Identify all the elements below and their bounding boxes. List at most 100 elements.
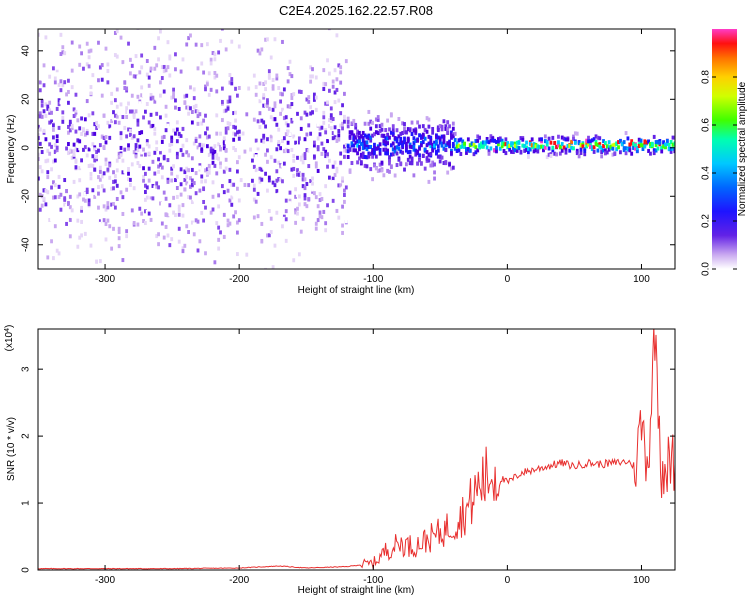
spectrogram-cell [624,131,628,136]
spectrogram-cell [91,73,95,78]
spectrogram-cell [643,139,647,144]
spectrogram-cell [204,168,207,173]
spectrogram-cell [264,152,267,157]
spectrogram-cell [328,135,331,140]
spectrogram-cell [213,144,217,149]
spectrogram-cell [117,155,121,160]
spectrogram-cell [267,209,271,214]
spectrogram-cell [530,137,534,142]
spectrogram-cell [406,139,410,144]
spectrogram-cell [98,219,102,224]
spectrogram-cell [311,74,314,79]
spectrogram-cell [352,136,356,141]
spectrogram-cell [570,139,574,144]
spectrogram-cell [343,154,346,159]
spectrogram-cell [311,165,314,170]
spectrogram-cell [297,172,301,177]
spectrogram-cell [613,151,617,156]
spectrogram-cell [517,140,521,145]
spectrogram-cell [634,143,637,148]
spectrogram-cell [459,137,463,142]
spectrogram-cell [82,165,85,170]
spectrogram-cell [337,128,341,133]
spectrogram-cell [200,210,204,215]
spectrogram-cell [181,143,185,148]
spectrogram-cell [202,70,206,75]
spectrogram-cell [168,243,172,248]
spectrogram-cell [170,105,174,110]
colorbar-label: Normalized spectral amplitude [737,81,748,216]
spectrogram-cell [543,134,547,139]
spectrogram-cell [279,177,282,182]
spectrogram-cell [192,232,196,237]
spectrogram-cell [174,67,177,72]
spectrogram-cell [100,147,104,152]
spectrogram-cell [630,141,634,146]
spectrogram-cell [367,144,371,149]
spectrogram-cell [365,164,369,169]
spectrogram-cell [540,139,543,144]
spectrogram-cell [348,134,352,139]
spectrogram-y-tick-label: 40 [21,45,32,57]
spectrogram-cell [536,146,540,151]
spectrogram-cell [232,214,236,219]
spectrogram-cell [288,59,292,64]
spectrogram-cell [121,158,125,163]
spectrogram-cell [389,113,393,118]
spectrogram-cell [170,142,174,147]
spectrogram-cell [207,163,211,168]
spectrogram-cell [374,146,378,151]
spectrogram-cell [453,138,457,143]
spectrogram-cell [420,141,423,146]
spectrogram-cell [311,67,314,72]
spectrogram-cell [378,151,382,156]
spectrogram-cell [236,130,239,135]
spectrogram-x-tick-label: 100 [633,274,650,285]
spectrogram-cell [190,200,194,205]
snr-y-tick-label: 0 [21,567,32,573]
spectrogram-cell [194,218,198,223]
spectrogram-cell [204,179,207,184]
spectrogram-cell [384,128,388,133]
spectrogram-cell [121,115,125,120]
spectrogram-cell [277,192,281,197]
spectrogram-cell [404,162,408,167]
spectrogram-cell [222,136,226,141]
spectrogram-cell [102,171,106,176]
spectrogram-cell [669,147,673,152]
spectrogram-cell [566,137,570,142]
spectrogram-cell [234,132,237,137]
spectrogram-cell [113,174,117,179]
spectrogram-cell [328,88,331,93]
spectrogram-cell [487,140,491,145]
spectrogram-cell [628,148,632,153]
spectrogram-cell [262,103,266,108]
spectrogram-cell [639,143,643,148]
spectrogram-cell [371,133,374,138]
spectrogram-cell [294,220,298,225]
spectrogram-cell [65,208,68,213]
spectrogram-cell [48,100,52,105]
spectrogram-cell [82,197,85,202]
spectrogram-cell [80,219,83,224]
spectrogram-cell [596,148,600,153]
spectrogram-cell [153,171,157,176]
spectrogram-cell [106,201,110,206]
spectrogram-cell [365,144,369,149]
spectrogram-cell [222,141,226,146]
spectrogram-cell [269,115,273,120]
spectrogram-cell [48,142,52,147]
spectrogram-cell [121,60,125,65]
spectrogram-cell [585,138,589,143]
spectrogram-cell [459,144,463,149]
spectrogram-cell [57,102,61,107]
spectrogram-cell [115,104,119,109]
spectrogram-cell [564,147,568,152]
spectrogram-cell [195,6,198,10]
spectrogram-cell [74,92,78,97]
spectrogram-cell [303,110,307,115]
spectrogram-cell [102,218,106,223]
spectrogram-cell [95,192,99,197]
spectrogram-cell [234,118,237,123]
spectrogram-cell [91,131,95,136]
